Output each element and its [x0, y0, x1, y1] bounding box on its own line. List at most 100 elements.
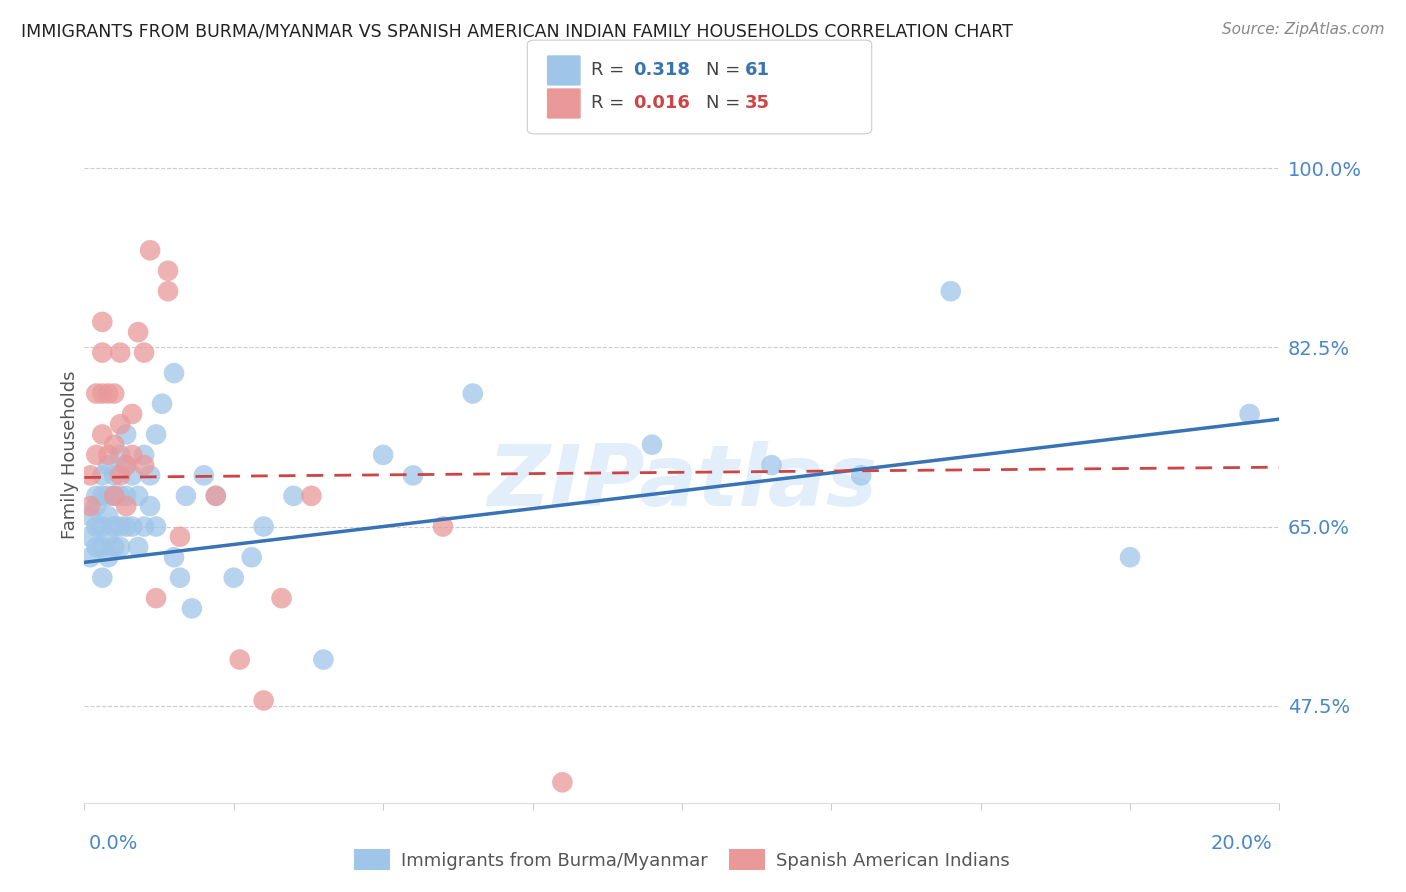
Point — [115, 458, 138, 472]
Point — [79, 550, 101, 565]
Point — [103, 489, 125, 503]
Point — [91, 489, 114, 503]
Point — [253, 693, 276, 707]
Point — [228, 652, 252, 666]
Point — [103, 468, 125, 483]
Point — [115, 499, 138, 513]
Point — [121, 407, 143, 421]
Point — [157, 264, 180, 278]
Point — [205, 489, 228, 503]
Point — [222, 571, 245, 585]
Point — [79, 509, 101, 524]
Point — [240, 550, 263, 565]
Point — [157, 284, 180, 298]
Point — [193, 468, 215, 483]
Point — [91, 386, 114, 401]
Point — [127, 540, 149, 554]
Y-axis label: Family Households: Family Households — [62, 371, 80, 539]
Point — [939, 284, 962, 298]
Point — [761, 458, 783, 472]
Point — [849, 468, 872, 483]
Point — [97, 509, 120, 524]
Text: 20.0%: 20.0% — [1211, 834, 1272, 853]
Point — [139, 244, 162, 258]
Point — [97, 458, 120, 472]
Text: ZIPatlas: ZIPatlas — [486, 442, 877, 524]
Text: N =: N = — [706, 95, 745, 112]
Point — [110, 489, 132, 503]
Point — [121, 448, 143, 462]
Point — [110, 519, 132, 533]
Point — [103, 438, 125, 452]
Point — [97, 489, 120, 503]
Point — [163, 366, 186, 380]
Text: 35: 35 — [745, 95, 770, 112]
Point — [270, 591, 292, 606]
Point — [97, 530, 120, 544]
Point — [79, 499, 101, 513]
Text: N =: N = — [706, 62, 745, 79]
Point — [86, 489, 108, 503]
Point — [163, 550, 186, 565]
Point — [180, 601, 204, 615]
Point — [551, 775, 574, 789]
Point — [86, 540, 108, 554]
Point — [432, 519, 454, 533]
Point — [86, 499, 108, 513]
Text: IMMIGRANTS FROM BURMA/MYANMAR VS SPANISH AMERICAN INDIAN FAMILY HOUSEHOLDS CORRE: IMMIGRANTS FROM BURMA/MYANMAR VS SPANISH… — [21, 22, 1012, 40]
Point — [91, 345, 114, 359]
Point — [110, 345, 132, 359]
Point — [145, 427, 167, 442]
Point — [1119, 550, 1142, 565]
Text: 0.016: 0.016 — [633, 95, 689, 112]
Point — [97, 550, 120, 565]
Point — [115, 458, 138, 472]
Point — [169, 571, 191, 585]
Point — [174, 489, 197, 503]
Point — [461, 386, 484, 401]
Point — [283, 489, 305, 503]
Point — [86, 448, 108, 462]
Text: 0.318: 0.318 — [633, 62, 690, 79]
Point — [91, 427, 114, 442]
Text: 0.0%: 0.0% — [89, 834, 138, 853]
Point — [91, 468, 114, 483]
Point — [103, 386, 125, 401]
Point — [110, 417, 132, 432]
Point — [79, 530, 101, 544]
Text: 61: 61 — [745, 62, 770, 79]
Point — [132, 345, 156, 359]
Point — [103, 489, 125, 503]
Point — [86, 386, 108, 401]
Point — [97, 386, 120, 401]
Point — [91, 315, 114, 329]
Point — [150, 397, 173, 411]
Point — [110, 468, 132, 483]
Point — [132, 448, 156, 462]
Point — [312, 652, 335, 666]
Point — [115, 489, 138, 503]
Point — [127, 489, 149, 503]
Point — [97, 448, 120, 462]
Point — [110, 540, 132, 554]
Point — [127, 325, 149, 339]
Point — [103, 519, 125, 533]
Point — [301, 489, 323, 503]
Point — [86, 519, 108, 533]
Text: R =: R = — [591, 95, 630, 112]
Legend: Immigrants from Burma/Myanmar, Spanish American Indians: Immigrants from Burma/Myanmar, Spanish A… — [347, 842, 1017, 877]
Point — [91, 540, 114, 554]
Point — [132, 458, 156, 472]
Point — [169, 530, 191, 544]
Point — [641, 438, 664, 452]
Point — [132, 519, 156, 533]
Point — [91, 571, 114, 585]
Point — [205, 489, 228, 503]
Point — [115, 427, 138, 442]
Point — [371, 448, 394, 462]
Point — [139, 468, 162, 483]
Point — [121, 519, 143, 533]
Point — [103, 540, 125, 554]
Point — [121, 468, 143, 483]
Text: Source: ZipAtlas.com: Source: ZipAtlas.com — [1222, 22, 1385, 37]
